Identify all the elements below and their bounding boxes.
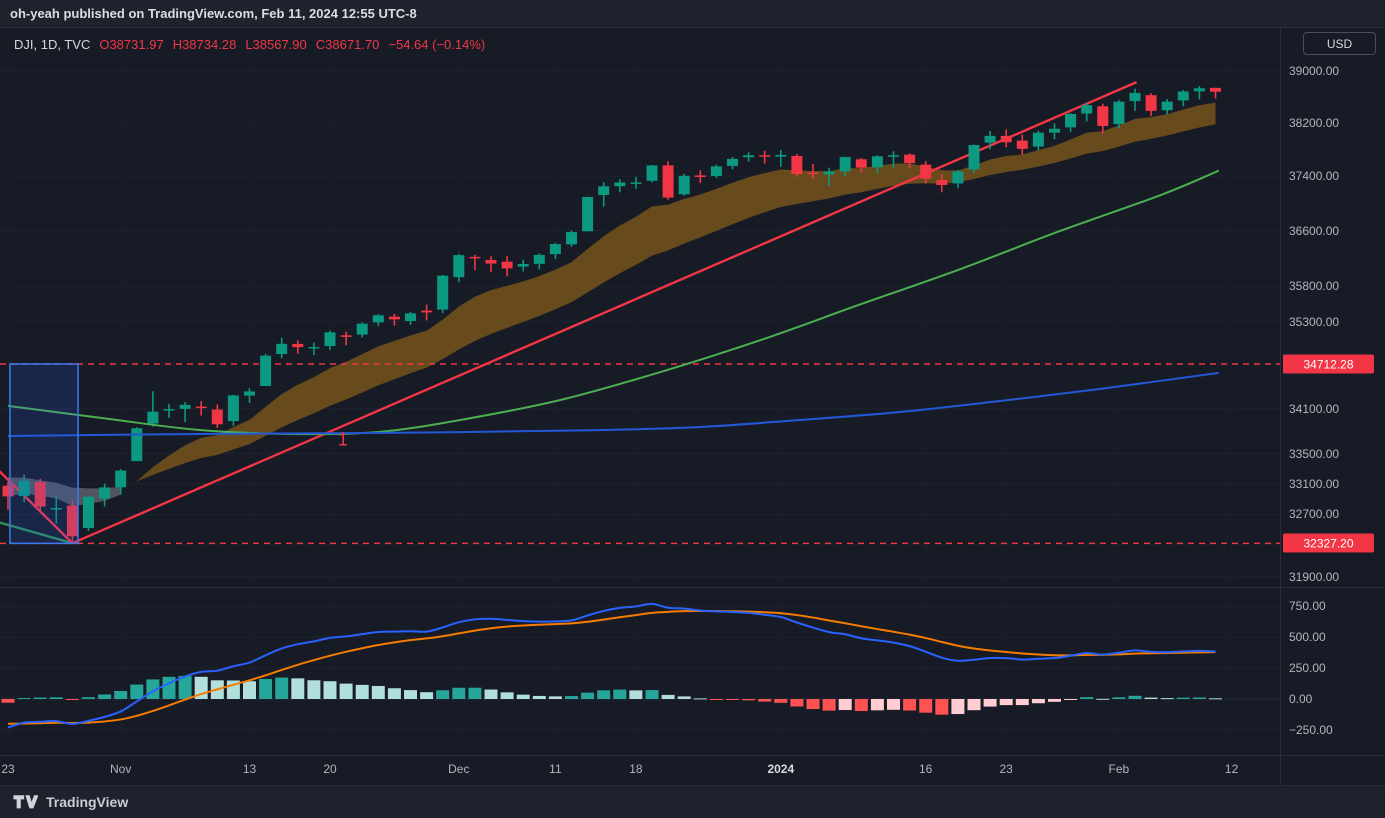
ohlc-low: L38567.90 bbox=[245, 37, 307, 52]
price-level-lines bbox=[0, 363, 1280, 545]
symbol-title: DJI, 1D, TVC bbox=[14, 37, 91, 52]
tradingview-logo-link[interactable]: TradingView bbox=[13, 794, 128, 810]
ma-lines bbox=[7, 169, 1220, 437]
publish-bar: oh-yeah published on TradingView.com, Fe… bbox=[0, 0, 1385, 28]
tradingview-logo-icon bbox=[13, 795, 38, 809]
candlestick-series bbox=[2, 86, 1221, 544]
grid-lines bbox=[0, 30, 1280, 752]
publish-text: oh-yeah published on TradingView.com, Fe… bbox=[10, 6, 417, 21]
pane-separators bbox=[0, 28, 1385, 785]
ohlc-change: −54.64 (−0.14%) bbox=[388, 37, 486, 52]
ma-ribbon bbox=[8, 102, 1216, 506]
ohlc-close: C38671.70 bbox=[315, 37, 380, 52]
ohlc-high: H38734.28 bbox=[172, 37, 237, 52]
footer-bar: TradingView bbox=[0, 785, 1385, 818]
wave-label-1[interactable]: 1 bbox=[338, 429, 348, 449]
symbol-legend: DJI, 1D, TVC O38731.97 H38734.28 L38567.… bbox=[14, 37, 485, 52]
currency-button[interactable]: USD bbox=[1303, 32, 1376, 55]
macd-lines bbox=[7, 602, 1216, 729]
macd-histogram bbox=[1, 675, 1222, 715]
brand-name: TradingView bbox=[46, 794, 129, 810]
range-box-drawing[interactable] bbox=[9, 363, 79, 545]
price-axis[interactable] bbox=[1280, 28, 1385, 755]
ohlc-open: O38731.97 bbox=[99, 37, 164, 52]
time-axis[interactable] bbox=[0, 755, 1280, 785]
trendlines bbox=[0, 81, 1138, 545]
